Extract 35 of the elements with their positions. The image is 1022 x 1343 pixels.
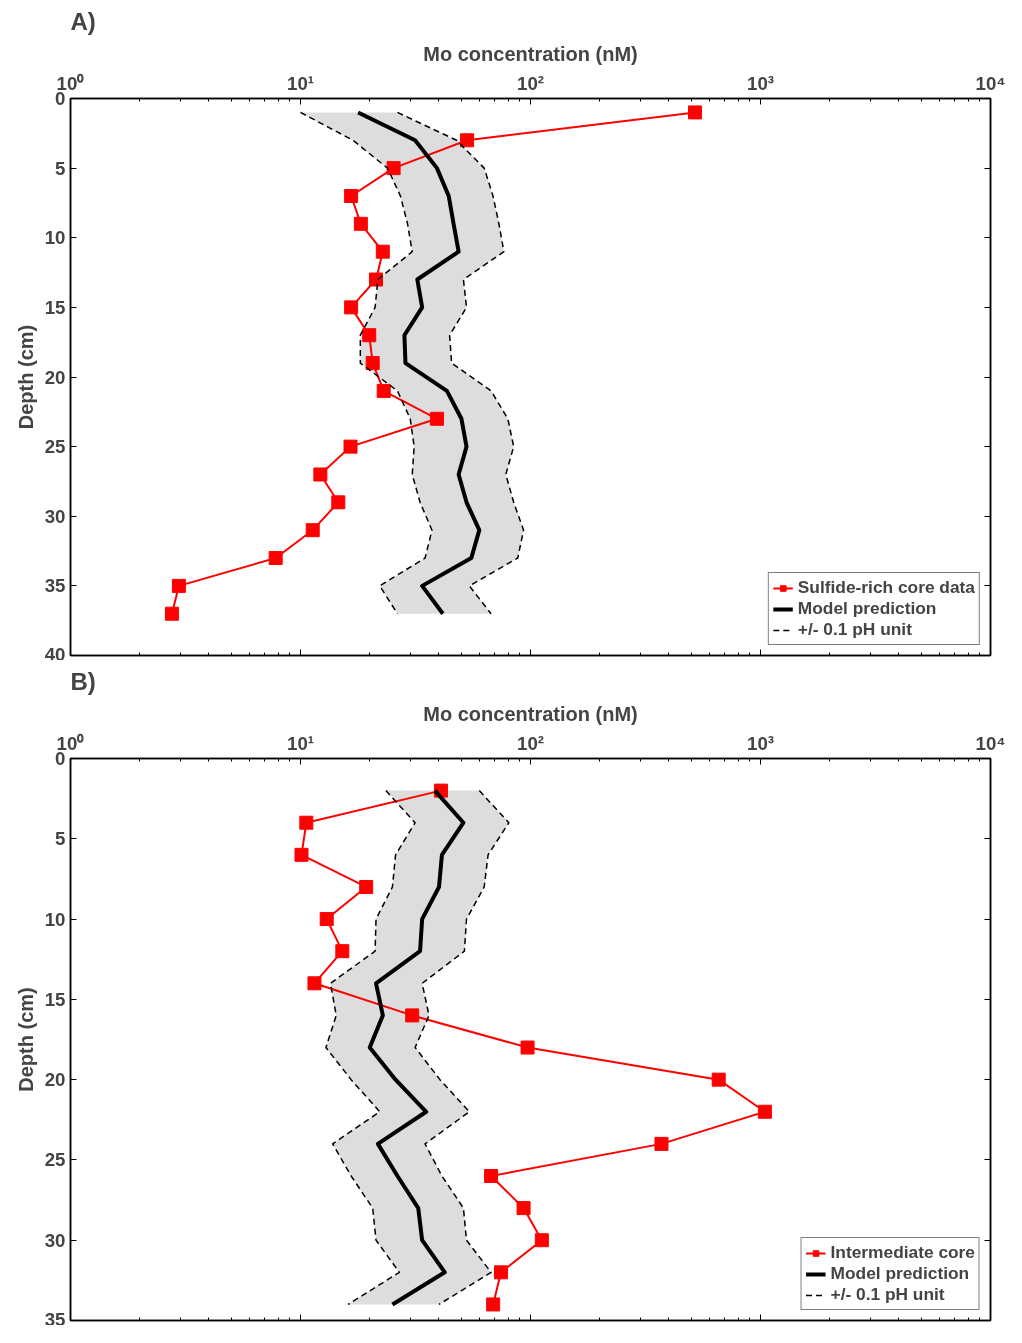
y-tick-label: 15	[44, 988, 66, 1010]
y-tick-label: 35	[44, 575, 66, 597]
y-tick-label: 35	[44, 1308, 66, 1330]
legend-label: Intermediate core	[830, 1242, 975, 1263]
x-tick-label: 10³	[747, 72, 774, 94]
y-tick-label: 25	[44, 1149, 66, 1171]
legend-label: Model prediction	[830, 1263, 970, 1284]
y-tick-label: 30	[44, 505, 66, 527]
x-tick-label: 10²	[517, 732, 544, 754]
legend-label: +/- 0.1 pH unit	[830, 1284, 945, 1305]
y-tick-label: 40	[44, 643, 66, 665]
x-tick-label: 10²	[517, 72, 544, 94]
y-tick-label: 10	[44, 227, 66, 249]
legend-label: Model prediction	[797, 598, 937, 619]
legend-label: +/- 0.1 pH unit	[797, 619, 912, 640]
y-tick-label: 5	[55, 828, 66, 850]
y-tick-label: 20	[44, 1069, 66, 1091]
x-tick-label: 10⁴	[975, 732, 1006, 754]
x-tick-label: 10¹	[287, 732, 314, 754]
y-tick-label: 10	[44, 908, 66, 930]
x-axis-title: Mo concentration (nM)	[423, 702, 638, 725]
chart-title: B)	[70, 667, 96, 695]
y-tick-label: 20	[44, 366, 66, 388]
legend-label: Sulfide-rich core data	[797, 577, 975, 598]
x-axis-title: Mo concentration (nM)	[423, 42, 638, 65]
x-tick-label: 10¹	[287, 72, 314, 94]
y-tick-label: 15	[44, 296, 66, 318]
chart-title: A)	[70, 7, 96, 35]
x-tick-label: 10⁴	[975, 72, 1006, 94]
y-axis-title: Depth (cm)	[14, 324, 37, 430]
x-tick-label: 10³	[747, 732, 774, 754]
y-tick-label: 30	[44, 1229, 66, 1251]
y-axis-title: Depth (cm)	[14, 987, 37, 1092]
y-tick-label: 5	[55, 157, 66, 179]
y-tick-label: 25	[44, 436, 66, 458]
